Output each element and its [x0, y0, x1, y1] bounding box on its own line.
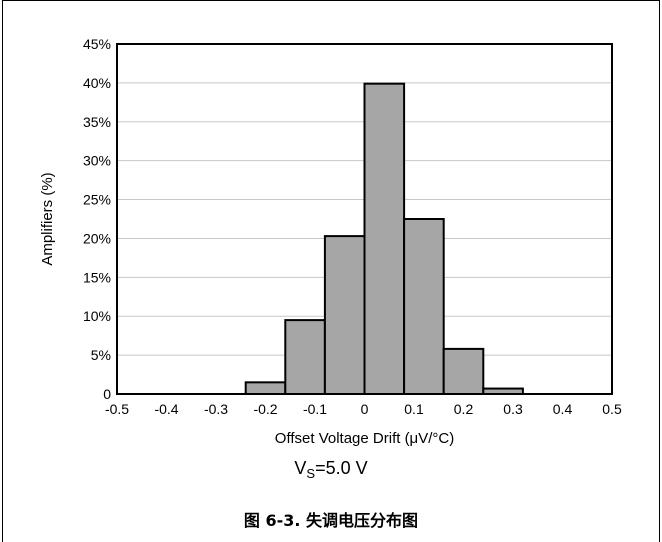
x-tick-label: -0.4	[154, 401, 178, 417]
figure-caption: 图 6-3. 失调电压分布图	[243, 511, 419, 530]
y-tick-label: 0	[103, 386, 111, 402]
x-axis-title: Offset Voltage Drift (μV/°C)	[275, 430, 454, 447]
x-tick-label: -0.1	[303, 401, 327, 417]
x-tick-label: 0.1	[404, 401, 424, 417]
y-tick-label: 30%	[83, 153, 111, 169]
x-tick-label: 0.4	[553, 401, 573, 417]
x-tick-label: 0.2	[454, 401, 474, 417]
x-tick-label: -0.3	[204, 401, 228, 417]
y-tick-label: 10%	[83, 308, 111, 324]
condition-suffix: =5.0 V	[315, 458, 368, 478]
histogram-bar	[442, 347, 485, 395]
histogram-bar	[363, 82, 406, 396]
bars	[244, 82, 524, 396]
y-tick-label: 15%	[83, 269, 111, 285]
test-condition: VS=5.0 V	[0, 458, 662, 481]
y-tick-labels: 0 5% 10% 15% 20% 25% 30% 35% 40% 45%	[83, 36, 111, 402]
histogram-bar	[403, 218, 445, 395]
y-tick-label: 5%	[91, 347, 111, 363]
condition-subscript: S	[306, 466, 316, 481]
histogram-bar	[323, 235, 366, 395]
x-tick-label: 0	[361, 401, 369, 417]
x-tick-label: -0.2	[253, 401, 277, 417]
y-tick-label: 45%	[83, 36, 111, 52]
x-tick-label: 0.5	[602, 401, 622, 417]
histogram-bar	[244, 381, 287, 396]
x-tick-label: 0.3	[503, 401, 523, 417]
y-tick-label: 40%	[83, 75, 111, 91]
y-axis-title: Amplifiers (%)	[39, 172, 56, 265]
plot-area-border	[116, 43, 613, 395]
x-tick-label: -0.5	[105, 401, 129, 417]
y-tick-label: 35%	[83, 114, 111, 130]
y-tick-label: 20%	[83, 230, 111, 246]
histogram-chart: 0 5% 10% 15% 20% 25% 30% 35% 40% 45% -0.5 -0.4 -0.3…	[39, 36, 622, 447]
histogram-bar	[284, 319, 326, 395]
y-tick-label: 25%	[83, 192, 111, 208]
condition-prefix: V	[294, 458, 307, 478]
x-tick-labels: -0.5 -0.4 -0.3 -0.2 -0.1 0 0.1 0.2 0.3 0.4 0.5	[105, 401, 622, 417]
